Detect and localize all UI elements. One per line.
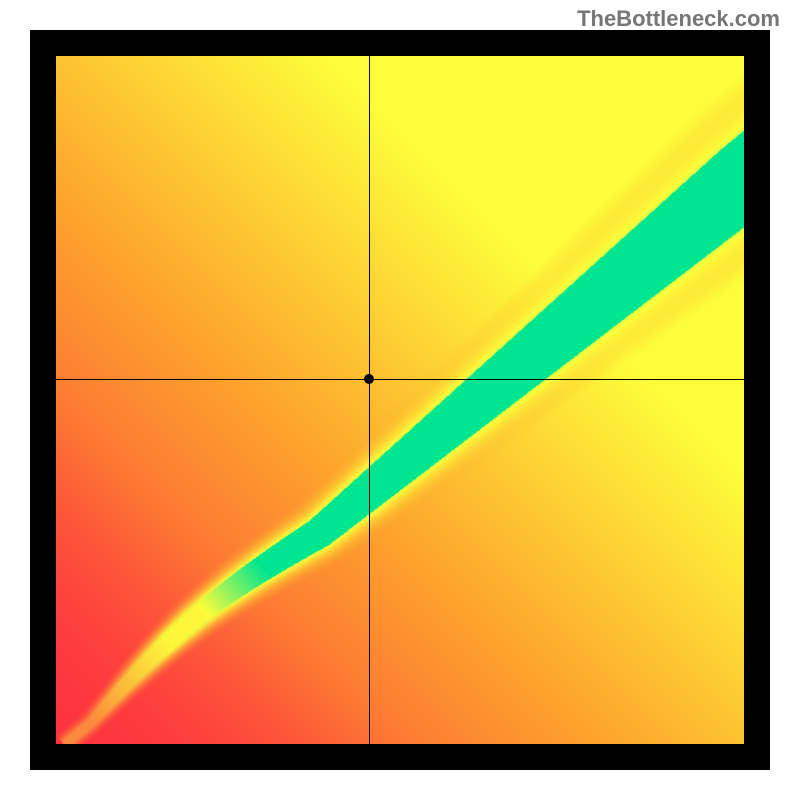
plot-area: [56, 56, 744, 744]
crosshair-horizontal: [56, 379, 744, 380]
watermark-text: TheBottleneck.com: [577, 6, 780, 32]
plot-frame: [30, 30, 770, 770]
crosshair-vertical: [369, 56, 370, 744]
crosshair-marker: [364, 374, 374, 384]
heatmap-canvas: [56, 56, 744, 744]
